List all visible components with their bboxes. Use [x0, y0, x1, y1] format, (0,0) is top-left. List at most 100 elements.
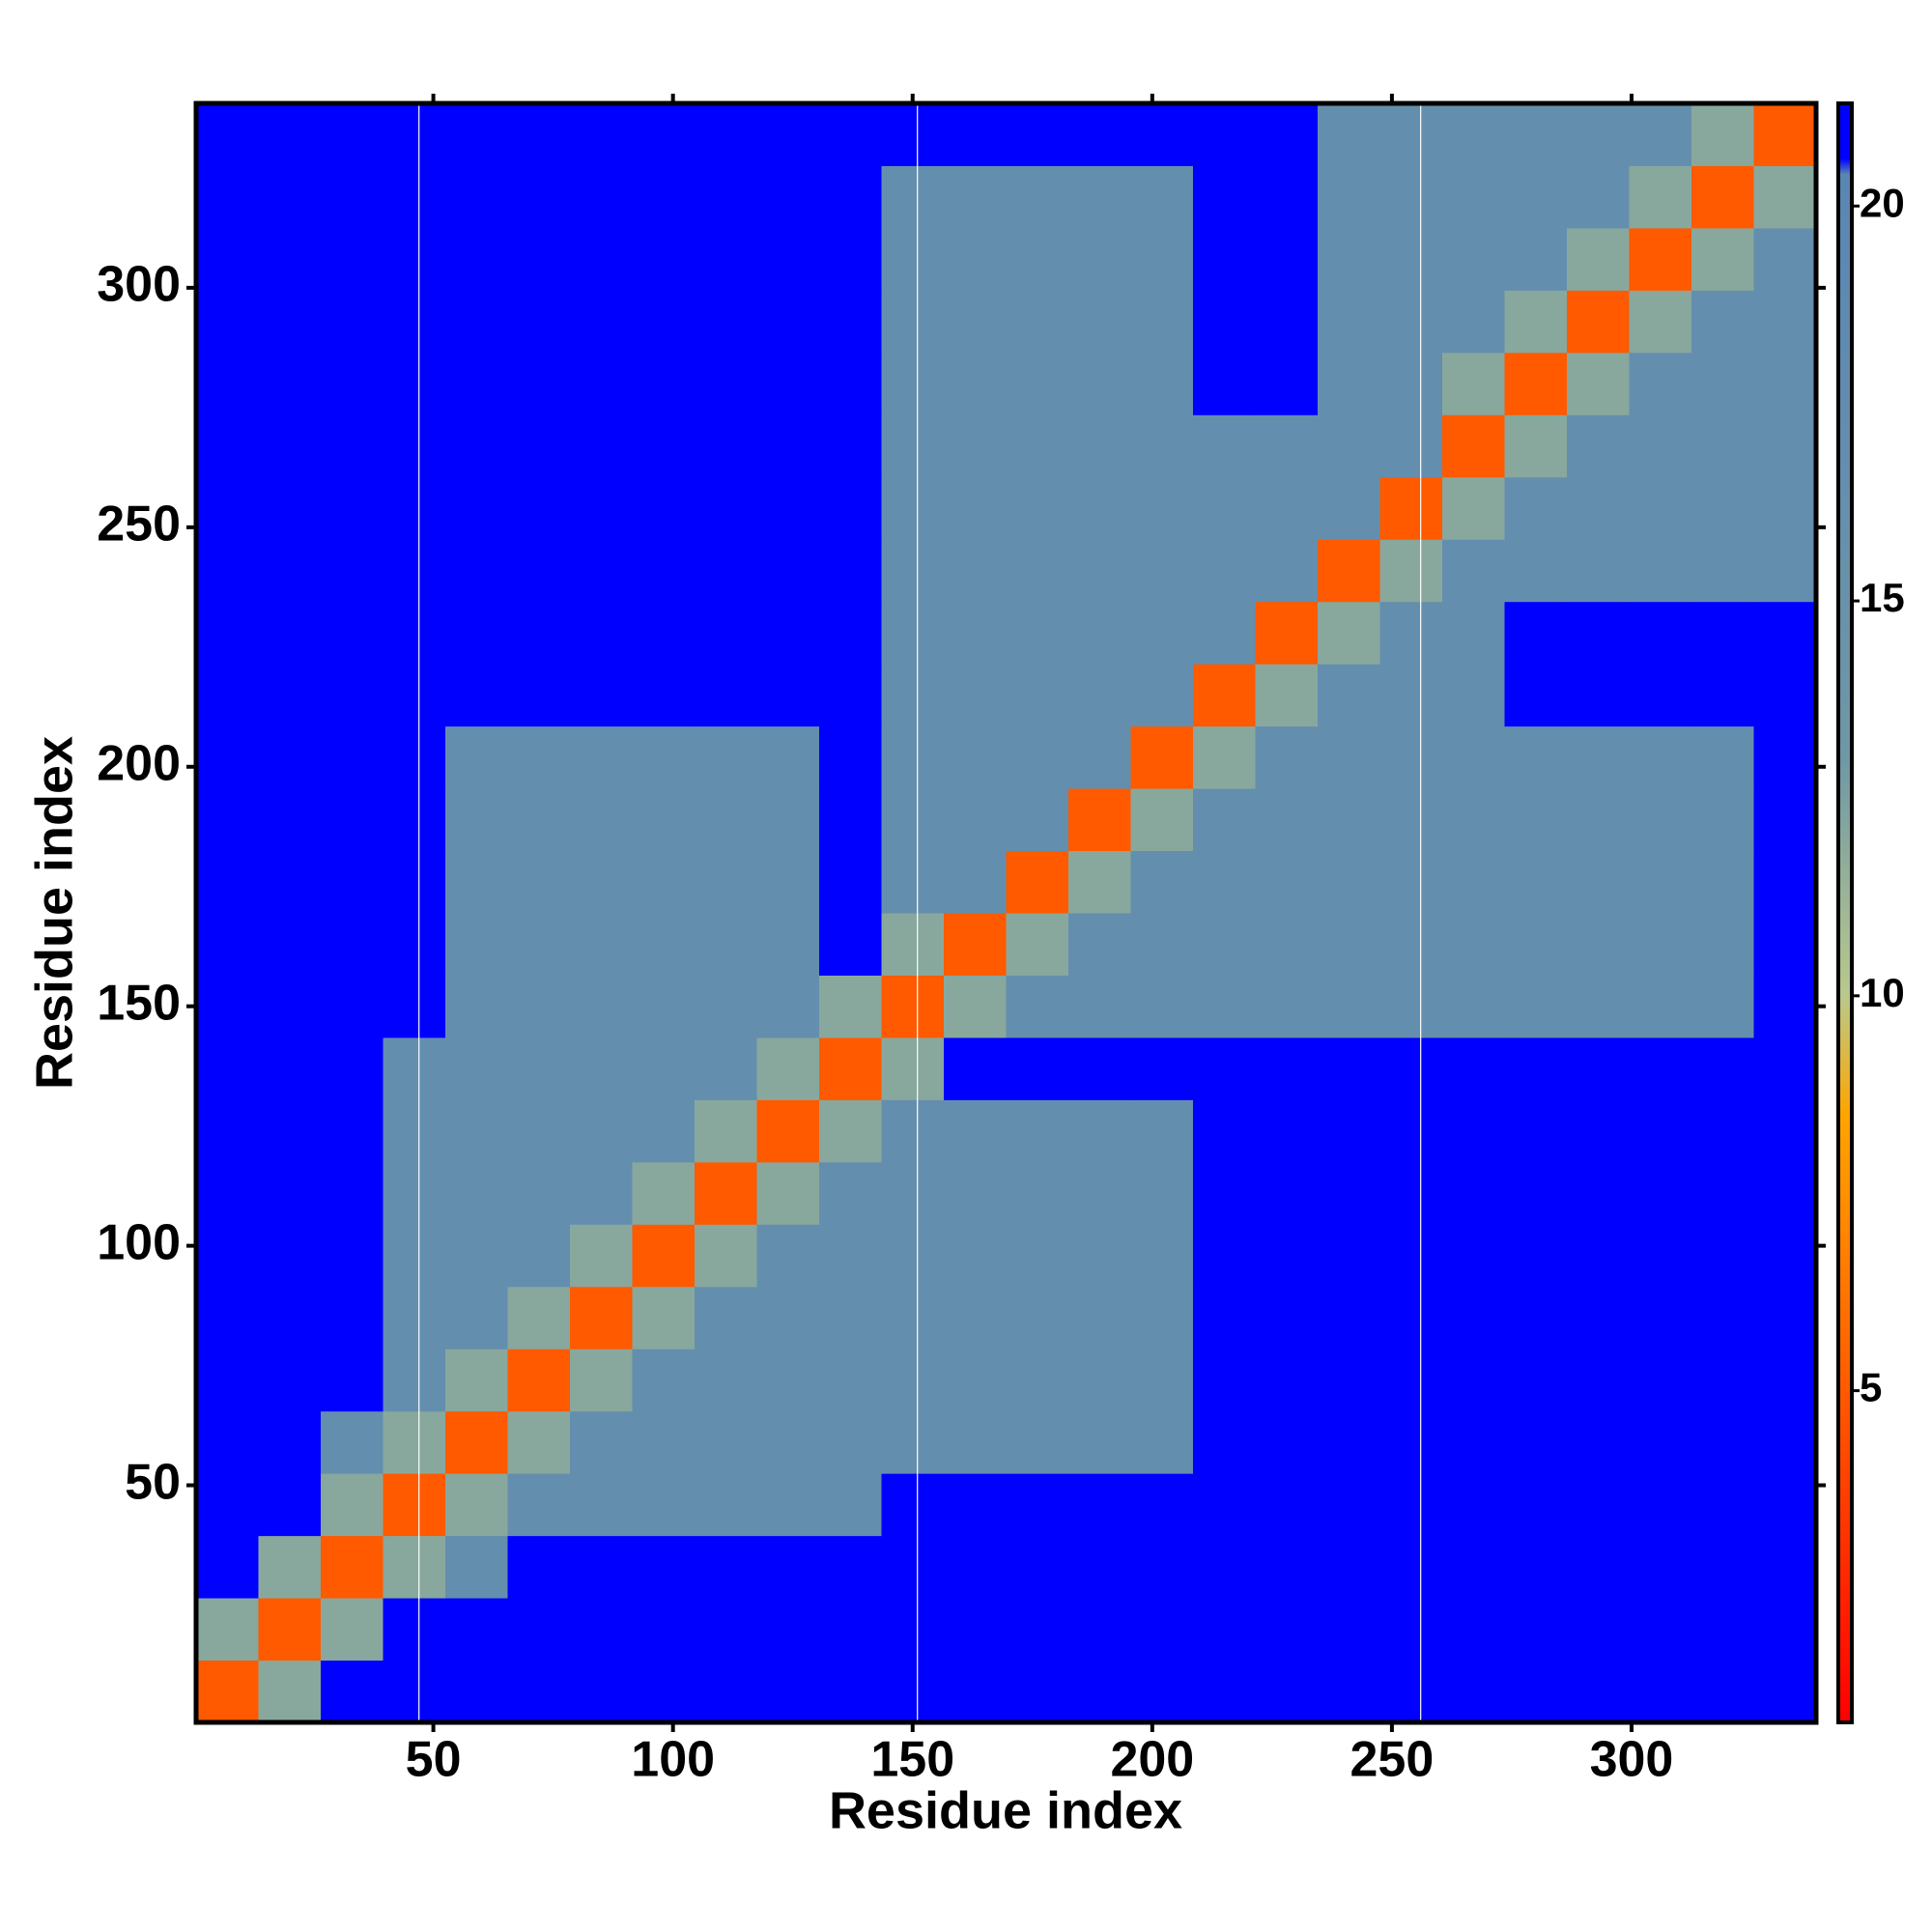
- heatmap-cell: [819, 1660, 882, 1723]
- heatmap-cell: [819, 850, 882, 914]
- heatmap-cell: [756, 352, 820, 415]
- heatmap-cell: [632, 1410, 696, 1474]
- heatmap-cell: [1753, 1037, 1817, 1100]
- heatmap-cell: [383, 913, 446, 976]
- heatmap-cell: [1691, 664, 1754, 727]
- heatmap-cell: [570, 1224, 633, 1288]
- heatmap-cell: [1629, 788, 1692, 852]
- heatmap-cell: [944, 664, 1007, 727]
- heatmap-cell: [695, 913, 757, 976]
- heatmap-cell: [756, 1598, 820, 1662]
- heatmap-cell: [1068, 601, 1131, 665]
- heatmap-cell: [258, 227, 322, 291]
- heatmap-cell: [1691, 414, 1754, 478]
- heatmap-cell: [1068, 103, 1131, 166]
- heatmap-cell: [1193, 352, 1256, 415]
- heatmap-cell: [1504, 601, 1568, 665]
- heatmap-cell: [321, 725, 384, 789]
- heatmap-cell: [1504, 975, 1568, 1038]
- heatmap-cell: [196, 1410, 259, 1474]
- x-tick-label: 50: [406, 1732, 462, 1788]
- heatmap-cell: [695, 227, 757, 291]
- heatmap-cell: [570, 788, 633, 852]
- heatmap-cell: [819, 1286, 882, 1350]
- heatmap-cell: [1193, 1598, 1256, 1662]
- heatmap-cell: [1068, 1099, 1131, 1163]
- heatmap-cell: [819, 539, 882, 603]
- heatmap-cell: [819, 1349, 882, 1412]
- heatmap-cell: [570, 227, 633, 291]
- heatmap-cell: [944, 1037, 1007, 1100]
- heatmap-cell: [1379, 1349, 1443, 1412]
- heatmap-cell: [1130, 1286, 1194, 1350]
- heatmap-cell: [1379, 1660, 1443, 1723]
- heatmap-cell: [1193, 539, 1256, 603]
- heatmap-cell: [196, 1535, 259, 1599]
- heatmap-cell: [258, 352, 322, 415]
- heatmap-cell: [881, 1535, 945, 1599]
- heatmap-cell: [944, 227, 1007, 291]
- heatmap-cell: [1068, 1286, 1131, 1350]
- heatmap-cell: [632, 1660, 696, 1723]
- heatmap-cell: [383, 227, 446, 291]
- heatmap-cell: [1691, 1473, 1754, 1537]
- heatmap-cell: [819, 913, 882, 976]
- heatmap-cell: [570, 1598, 633, 1662]
- heatmap-cell: [196, 539, 259, 603]
- heatmap-cell: [445, 1535, 508, 1599]
- heatmap-cell: [321, 975, 384, 1038]
- heatmap-cell: [445, 1161, 508, 1225]
- heatmap-cell: [1193, 290, 1256, 354]
- heatmap-cell: [1442, 1099, 1505, 1163]
- heatmap-cell: [1318, 103, 1380, 166]
- heatmap-cell: [1691, 1099, 1754, 1163]
- heatmap-cell: [1753, 1598, 1817, 1662]
- heatmap-cell: [258, 1224, 322, 1288]
- heatmap-cell: [1255, 1037, 1319, 1100]
- heatmap-cell: [1629, 352, 1692, 415]
- heatmap-cell: [1567, 476, 1630, 540]
- heatmap-cell: [1006, 1660, 1069, 1723]
- heatmap-cell: [1318, 1660, 1380, 1723]
- x-tick-label: 100: [631, 1732, 715, 1788]
- heatmap-cell: [1442, 539, 1505, 603]
- heatmap-cell: [570, 352, 633, 415]
- heatmap-cell: [1193, 1410, 1256, 1474]
- heatmap-cell: [944, 1349, 1007, 1412]
- heatmap-cell: [1006, 850, 1069, 914]
- heatmap-cell: [445, 476, 508, 540]
- heatmap-cell: [445, 1598, 508, 1662]
- heatmap-cell: [1068, 1410, 1131, 1474]
- heatmap-cell: [1006, 913, 1069, 976]
- heatmap-cell: [258, 1099, 322, 1163]
- heatmap-cell: [1318, 1410, 1380, 1474]
- heatmap-cell: [1567, 1598, 1630, 1662]
- heatmap-cell: [944, 1099, 1007, 1163]
- heatmap-cell: [258, 601, 322, 665]
- heatmap-cell: [632, 664, 696, 727]
- heatmap-cell: [196, 725, 259, 789]
- heatmap-cell: [1753, 1286, 1817, 1350]
- heatmap-cell: [944, 913, 1007, 976]
- heatmap-cell: [944, 850, 1007, 914]
- heatmap-cell: [1318, 539, 1380, 603]
- heatmap-cell: [321, 539, 384, 603]
- heatmap-cell: [1006, 1224, 1069, 1288]
- heatmap-cell: [632, 1037, 696, 1100]
- heatmap-cell: [756, 103, 820, 166]
- heatmap-cell: [1318, 1349, 1380, 1412]
- heatmap-cell: [507, 1473, 571, 1537]
- heatmap-cell: [507, 1535, 571, 1599]
- heatmap-cell: [1255, 975, 1319, 1038]
- heatmap-cell: [1753, 850, 1817, 914]
- heatmap-cell: [819, 1535, 882, 1599]
- heatmap-cell: [1691, 476, 1754, 540]
- heatmap-cell: [1130, 601, 1194, 665]
- heatmap-cell: [632, 850, 696, 914]
- x-axis-title: Residue index: [829, 1781, 1182, 1839]
- heatmap-cell: [1753, 290, 1817, 354]
- heatmap-cell: [881, 1349, 945, 1412]
- heatmap-cell: [1379, 1535, 1443, 1599]
- heatmap-cell: [1379, 1037, 1443, 1100]
- heatmap-cell: [445, 850, 508, 914]
